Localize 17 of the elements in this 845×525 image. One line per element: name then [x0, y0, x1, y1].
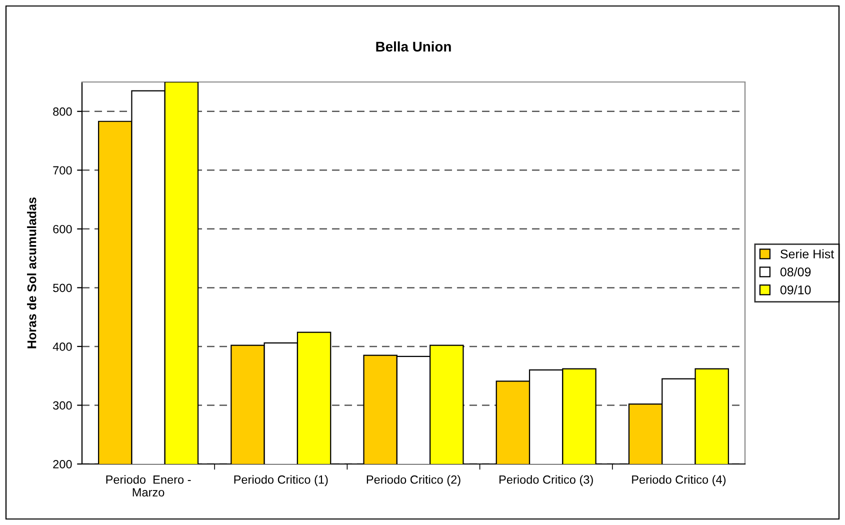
- y-tick-label: 700: [53, 166, 72, 175]
- y-axis-title: Horas de Sol acumuladas: [27, 197, 36, 348]
- x-tick-label: Periodo Critico (3): [500, 475, 593, 486]
- legend-label: 09/10: [780, 285, 811, 294]
- y-tick-label: 300: [53, 401, 72, 410]
- y-tick-label: 800: [53, 107, 72, 116]
- y-tick-label: 400: [52, 342, 72, 351]
- legend-label: Serie Hist: [780, 249, 834, 258]
- y-tick-label: 200: [53, 460, 72, 468]
- y-tick-label: 600: [53, 224, 72, 234]
- x-tick-label: Periodo Critico (4): [632, 475, 726, 486]
- x-tick-label: Periodo Enero - Marzo: [106, 475, 191, 496]
- legend-label: 08/09: [780, 267, 811, 276]
- x-tick-label: Periodo Critico (2): [366, 475, 460, 486]
- y-tick-label: 500: [53, 284, 72, 292]
- chart-title: Bella Union: [376, 41, 451, 52]
- x-tick-label: Periodo Critico (1): [234, 475, 328, 486]
